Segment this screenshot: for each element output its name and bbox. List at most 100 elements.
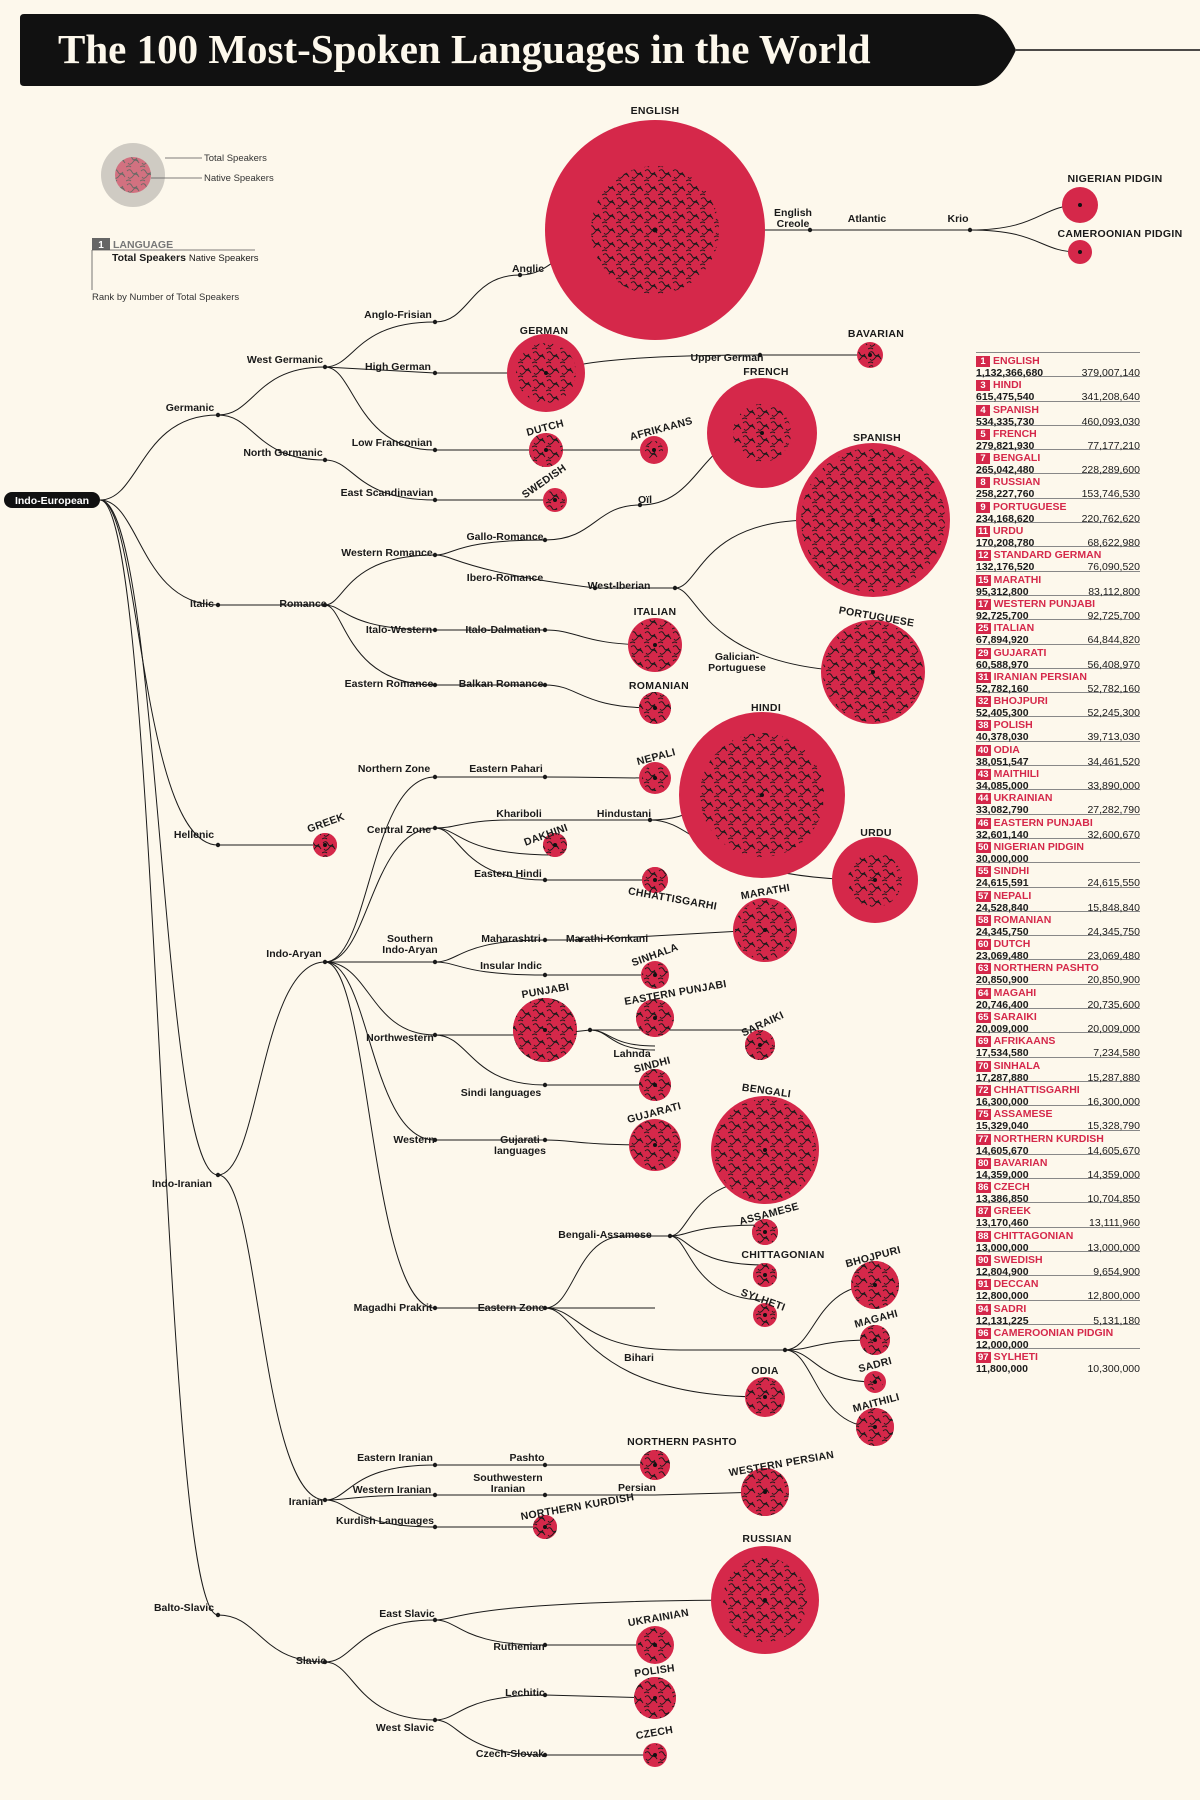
- ranking-entry: 86 CZECH 13,386,850 10,704,850: [976, 1178, 1140, 1205]
- ranking-header: 25 ITALIAN: [976, 623, 1140, 635]
- bubble-polish: [634, 1677, 676, 1719]
- rank-native-speakers: 460,093,030: [1081, 415, 1140, 428]
- ranking-header: 40 ODIA: [976, 744, 1140, 756]
- rank-total-speakers: 92,725,700: [976, 609, 1029, 622]
- rank-badge: 87: [976, 1206, 991, 1218]
- rank-total-speakers: 60,588,970: [976, 658, 1029, 671]
- ranking-header: 94 SADRI: [976, 1303, 1140, 1315]
- label-atlantic: Atlantic: [848, 213, 887, 225]
- label-eastern-hindi: Eastern Hindi: [474, 868, 542, 880]
- rank-total-speakers: 13,000,000: [976, 1241, 1029, 1254]
- rank-total-speakers: 265,042,480: [976, 464, 1035, 477]
- legend-language: LANGUAGE: [113, 239, 173, 251]
- ranking-entry: 40 ODIA 38,051,547 34,461,520: [976, 740, 1140, 768]
- rank-badge: 15: [976, 574, 991, 586]
- rank-total-speakers: 279,821,930: [976, 439, 1035, 452]
- ranking-values: 13,386,850 10,704,850: [976, 1193, 1140, 1205]
- rank-total-speakers: 12,804,900: [976, 1265, 1029, 1278]
- rank-native-speakers: 24,615,550: [1087, 877, 1140, 890]
- ranking-values: 170,208,780 68,622,980: [976, 537, 1140, 549]
- ranking-header: 72 CHHATTISGARHI: [976, 1084, 1140, 1096]
- rank-badge: 44: [976, 793, 991, 805]
- bubble-sindhi: [639, 1069, 671, 1101]
- rank-badge: 50: [976, 841, 991, 853]
- rank-total-speakers: 234,168,620: [976, 512, 1035, 525]
- ranking-entry: 55 SINDHI 24,615,591 24,615,550: [976, 862, 1140, 890]
- rank-badge: 72: [976, 1084, 991, 1096]
- branch-labels: Germanic West Germanic North Germanic An…: [152, 207, 969, 1760]
- rank-total-speakers: 12,131,225: [976, 1314, 1029, 1327]
- rank-language-name: SINHALA: [993, 1059, 1041, 1072]
- rank-language-name: URDU: [993, 525, 1024, 538]
- bubble-portuguese: [821, 620, 925, 724]
- rank-native-speakers: 379,007,140: [1081, 367, 1140, 379]
- rank-badge: 63: [976, 963, 991, 975]
- lang-urdu: URDU: [860, 827, 892, 839]
- rank-language-name: SINDHI: [993, 865, 1030, 878]
- ranking-values: 258,227,760 153,746,530: [976, 488, 1140, 500]
- lang-russian: RUSSIAN: [742, 1533, 791, 1545]
- rank-total-speakers: 52,782,160: [976, 682, 1029, 695]
- bubble-nepali: [639, 762, 671, 794]
- ranking-header: 96 CAMEROONIAN PIDGIN: [976, 1327, 1140, 1339]
- lang-odia: ODIA: [751, 1365, 779, 1377]
- bubble-sylheti: [753, 1303, 777, 1327]
- label-germanic: Germanic: [166, 402, 215, 414]
- rank-total-speakers: 34,085,000: [976, 780, 1029, 793]
- rank-total-speakers: 15,329,040: [976, 1120, 1029, 1133]
- rank-native-speakers: 15,287,880: [1087, 1071, 1140, 1084]
- bubble-afrikaans: [640, 436, 668, 464]
- rank-language-name: DECCAN: [993, 1278, 1039, 1291]
- label-west-slavic: West Slavic: [376, 1722, 434, 1734]
- label-upper-german: Upper German: [691, 352, 764, 364]
- ranking-values: 20,746,400 20,735,600: [976, 999, 1140, 1011]
- bubble-hindi: [679, 712, 845, 878]
- ranking-values: 34,085,000 33,890,000: [976, 780, 1140, 792]
- rank-language-name: MARATHI: [993, 573, 1042, 586]
- ranking-values: 60,588,970 56,408,970: [976, 659, 1140, 671]
- ranking-entry: 96 CAMEROONIAN PIDGIN 12,000,000: [976, 1323, 1140, 1351]
- label-ibero-romance: Ibero-Romance: [467, 572, 544, 584]
- ranking-header: 17 WESTERN PUNJABI: [976, 598, 1140, 610]
- lang-chhattisgarhi: CHHATTISGARHI: [627, 885, 718, 912]
- ranking-entry: 8 RUSSIAN 258,227,760 153,746,530: [976, 473, 1140, 500]
- rank-badge: 43: [976, 769, 991, 781]
- label-eastern-zone: Eastern Zone: [478, 1302, 545, 1314]
- rank-native-speakers: 64,844,820: [1087, 634, 1140, 647]
- bubble-maithili: [856, 1408, 894, 1446]
- label-west-iberian: West-Iberian: [588, 580, 651, 592]
- ranking-values: 12,800,000 12,800,000: [976, 1290, 1140, 1302]
- ranking-header: 55 SINDHI: [976, 865, 1140, 878]
- lang-romanian: ROMANIAN: [629, 680, 689, 692]
- bubble-saraiki: [745, 1030, 775, 1060]
- bubble-northern-kurdish: [533, 1515, 557, 1539]
- lang-english: ENGLISH: [631, 105, 680, 117]
- label-western-romance: Western Romance: [341, 547, 433, 559]
- rank-language-name: STANDARD GERMAN: [993, 549, 1102, 562]
- legend-native-circle: [115, 157, 151, 193]
- rank-badge: 58: [976, 914, 991, 926]
- ranking-values: 20,009,000 20,009,000: [976, 1023, 1140, 1035]
- rank-badge: 17: [976, 598, 991, 610]
- ranking-header: 43 MAITHILI: [976, 769, 1140, 781]
- bubble-bavarian: [857, 342, 883, 368]
- label-low-franconian: Low Franconian: [352, 437, 433, 449]
- rank-total-speakers: 1,132,366,680: [976, 367, 1044, 379]
- label-bihari: Bihari: [624, 1352, 654, 1364]
- rank-total-speakers: 32,601,140: [976, 828, 1029, 841]
- rank-native-speakers: 9,654,900: [1093, 1265, 1140, 1278]
- label-italo-dalmatian: Italo-Dalmatian: [465, 624, 540, 636]
- rank-total-speakers: 33,082,790: [976, 804, 1029, 817]
- legend-rank-number: 1: [98, 240, 104, 251]
- ranking-header: 7 BENGALI: [976, 453, 1140, 465]
- ranking-entry: 38 POLISH 40,378,030 39,713,030: [976, 716, 1140, 743]
- label-southern-indo-aryan: Southern Indo-Aryan: [382, 933, 437, 956]
- bubble-northern-pashto: [640, 1450, 670, 1480]
- rank-native-speakers: 341,208,640: [1081, 391, 1140, 404]
- ranking-entry: 75 ASSAMESE 15,329,040 15,328,790: [976, 1105, 1140, 1133]
- bubble-gujarati: [629, 1119, 681, 1171]
- bubble-swedish: [543, 488, 567, 512]
- rank-language-name: BHOJPURI: [993, 695, 1048, 708]
- ranking-header: 97 SYLHETI: [976, 1352, 1140, 1364]
- ranking-header: 32 BHOJPURI: [976, 695, 1140, 708]
